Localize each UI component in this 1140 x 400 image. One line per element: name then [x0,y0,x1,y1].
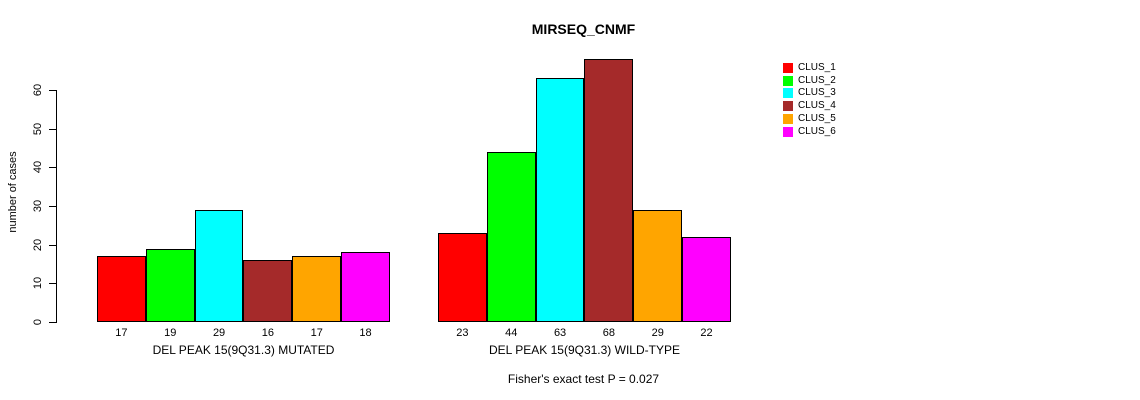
fisher-test-annotation: Fisher's exact test P = 0.027 [507,372,660,386]
bar-clus_6-group1 [341,252,390,322]
y-tick-0 [49,322,57,323]
legend-swatch-icon [783,63,793,73]
bar-value-label: 29 [212,327,226,339]
bar-value-label: 44 [505,327,518,339]
bar-clus_2-group1 [145,248,195,322]
x-group-label-wild-type: DEL PEAK 15(9Q31.3) WILD-TYPE [489,343,680,357]
y-tick-label-60: 60 [32,83,44,97]
y-tick-label-0: 0 [32,318,44,326]
legend-item-clus_4: CLUS_4 [783,100,836,112]
bar-clus_5-group1 [292,256,342,322]
chart-title: MIRSEQ_CNMF [531,21,636,37]
y-tick-label-20: 20 [32,238,44,251]
bar-value-label: 18 [359,327,372,339]
bar-value-label: 17 [115,327,128,339]
bar-value-label: 19 [164,327,177,339]
bar-value-label: 16 [261,327,275,339]
bar-clus_5-group2 [633,209,683,322]
y-tick-20 [49,244,57,246]
legend-label: CLUS_3 [798,87,836,99]
legend-item-clus_1: CLUS_1 [783,62,836,74]
legend-item-clus_6: CLUS_6 [783,126,836,138]
y-tick-60 [49,90,57,91]
y-axis-label: number of cases [7,151,19,233]
y-tick-label-10: 10 [32,277,44,290]
x-group-label-mutated: DEL PEAK 15(9Q31.3) MUTATED [152,343,335,357]
legend-item-clus_2: CLUS_2 [783,75,836,87]
legend-label: CLUS_6 [798,125,836,137]
legend-label: CLUS_1 [798,62,836,73]
legend-label: CLUS_5 [798,112,836,124]
bar-clus_1-group1 [97,256,146,322]
legend-label: CLUS_4 [798,100,836,112]
bar-clus_3-group1 [194,209,244,322]
legend-item-clus_3: CLUS_3 [783,87,836,99]
legend-swatch-icon [783,113,793,124]
legend-item-clus_5: CLUS_5 [783,113,836,125]
legend-swatch-icon [783,75,793,86]
bar-value-label: 22 [700,327,713,339]
bar-clus_6-group2 [682,236,731,322]
bar-value-label: 23 [456,327,469,339]
legend-swatch-icon [783,126,793,137]
bar-clus_3-group2 [535,78,585,322]
y-tick-30 [49,206,57,207]
bar-clus_4-group2 [584,59,634,322]
y-tick-label-30: 30 [32,199,44,213]
bar-clus_4-group1 [243,260,293,322]
y-tick-50 [49,128,57,130]
y-tick-10 [49,283,57,285]
legend-label: CLUS_2 [798,74,836,86]
bar-value-label: 29 [651,327,664,339]
bar-value-label: 68 [602,327,616,339]
legend-swatch-icon [783,101,793,112]
bar-clus_2-group2 [486,151,536,322]
legend-swatch-icon [783,88,793,99]
y-tick-40 [49,167,57,169]
bar-clus_1-group2 [438,233,487,322]
y-tick-label-50: 50 [32,122,44,135]
bar-value-label: 63 [553,327,567,339]
bar-value-label: 17 [310,327,323,339]
y-tick-label-40: 40 [32,161,44,174]
